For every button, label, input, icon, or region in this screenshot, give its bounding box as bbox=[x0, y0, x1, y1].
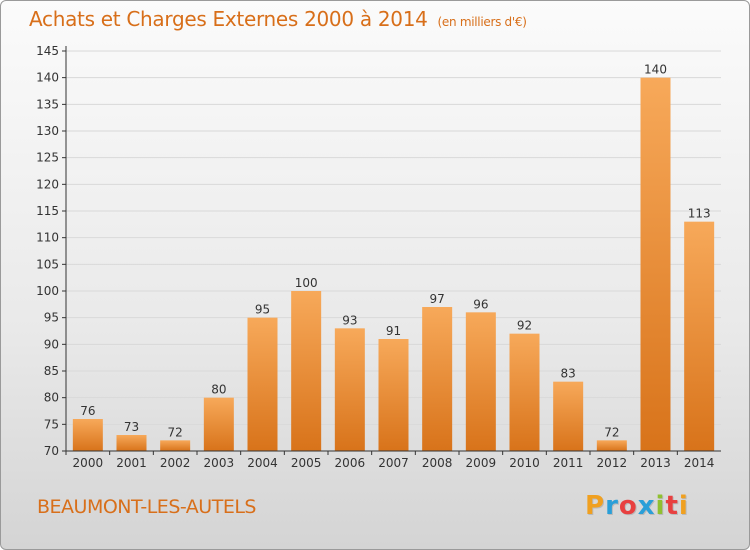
bar-value-label: 113 bbox=[688, 207, 711, 221]
bar-value-label: 140 bbox=[644, 63, 667, 77]
chart-title-text: Achats et Charges Externes 2000 à 2014 bbox=[29, 7, 428, 31]
y-tick-label: 125 bbox=[36, 151, 59, 165]
x-tick-label: 2013 bbox=[640, 456, 671, 470]
y-tick-label: 135 bbox=[36, 97, 59, 111]
y-tick-label: 75 bbox=[44, 417, 59, 431]
bar-value-label: 72 bbox=[168, 425, 183, 439]
logo-letter: P bbox=[585, 491, 606, 521]
bar bbox=[422, 307, 453, 451]
x-tick-label: 2014 bbox=[684, 456, 715, 470]
bar bbox=[334, 328, 365, 451]
x-axis: 2000 2001 2002 2003 2004 2005 2006 2007 2008 2009… bbox=[65, 450, 721, 470]
commune-name: BEAUMONT-LES-AUTELS bbox=[37, 496, 256, 518]
bar-value-label: 100 bbox=[295, 276, 318, 290]
x-tick-label: 2007 bbox=[378, 456, 409, 470]
logo-letter: t bbox=[665, 491, 679, 521]
y-tick-label: 85 bbox=[44, 364, 59, 378]
y-tick-label: 80 bbox=[44, 391, 59, 405]
y-tick-label: 120 bbox=[36, 177, 59, 191]
bar-value-label: 92 bbox=[517, 319, 532, 333]
x-tick-label: 2010 bbox=[509, 456, 540, 470]
bar bbox=[72, 419, 103, 451]
bar-value-label: 72 bbox=[604, 425, 619, 439]
x-tick-label: 2009 bbox=[466, 456, 497, 470]
y-axis: 70 75 80 85 90 95 100 105 110 115 120 125 130 135 140 1… bbox=[36, 44, 67, 458]
x-tick-label: 2008 bbox=[422, 456, 453, 470]
x-tick-label: 2005 bbox=[291, 456, 322, 470]
bar-value-label: 96 bbox=[473, 297, 488, 311]
logo-letter: o bbox=[618, 491, 638, 521]
y-tick-label: 145 bbox=[36, 44, 59, 58]
proxiti-logo: Proxiti bbox=[585, 491, 689, 521]
bar bbox=[509, 333, 540, 451]
y-tick-label: 110 bbox=[36, 231, 59, 245]
logo-letter: r bbox=[605, 491, 619, 521]
bar-value-label: 80 bbox=[211, 383, 226, 397]
y-tick-label: 115 bbox=[36, 204, 59, 218]
bar bbox=[640, 77, 671, 452]
bar bbox=[378, 339, 409, 451]
bar bbox=[465, 312, 496, 451]
y-tick-label: 130 bbox=[36, 124, 59, 138]
bar bbox=[160, 440, 191, 451]
chart-unit: (en milliers d'€) bbox=[437, 15, 527, 29]
bar bbox=[684, 221, 715, 451]
y-tick-label: 100 bbox=[36, 284, 59, 298]
x-tick-label: 2004 bbox=[247, 456, 278, 470]
x-tick-label: 2006 bbox=[335, 456, 366, 470]
y-tick-label: 70 bbox=[44, 444, 59, 458]
bar-value-label: 83 bbox=[561, 367, 576, 381]
y-tick-label: 90 bbox=[44, 337, 59, 351]
bar-value-label: 97 bbox=[430, 292, 445, 306]
x-tick-label: 2002 bbox=[160, 456, 191, 470]
bar bbox=[116, 435, 147, 451]
bars: 76 73 72 80 95 100 93 91 97 96 92 83 72 140 113 bbox=[72, 63, 715, 452]
bar bbox=[203, 397, 234, 451]
bar bbox=[291, 291, 322, 451]
bar-value-label: 93 bbox=[342, 313, 357, 327]
bar bbox=[553, 381, 584, 451]
x-tick-label: 2012 bbox=[597, 456, 628, 470]
x-tick-label: 2000 bbox=[73, 456, 104, 470]
x-tick-label: 2003 bbox=[204, 456, 235, 470]
bar bbox=[596, 440, 627, 451]
bar-value-label: 73 bbox=[124, 420, 139, 434]
bar-value-label: 76 bbox=[80, 404, 95, 418]
chart-title: Achats et Charges Externes 2000 à 2014 (e… bbox=[29, 7, 527, 31]
y-tick-label: 95 bbox=[44, 311, 59, 325]
y-tick-label: 105 bbox=[36, 257, 59, 271]
logo-letter: i bbox=[655, 491, 666, 521]
bar-value-label: 95 bbox=[255, 303, 270, 317]
x-tick-label: 2011 bbox=[553, 456, 584, 470]
bar-value-label: 91 bbox=[386, 324, 401, 338]
bar bbox=[247, 317, 278, 451]
logo-letter: x bbox=[637, 491, 656, 521]
logo-letter: i bbox=[678, 491, 689, 521]
x-tick-label: 2001 bbox=[116, 456, 147, 470]
y-tick-label: 140 bbox=[36, 71, 59, 85]
